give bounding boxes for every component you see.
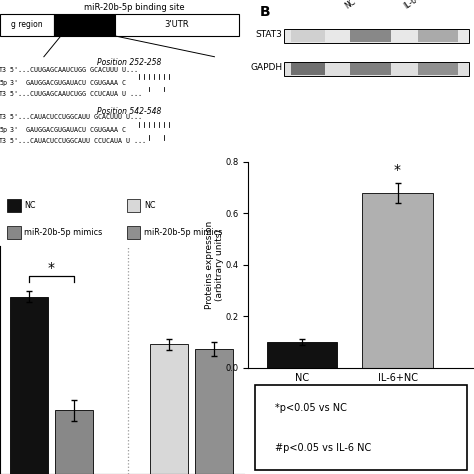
Text: GAPDH: GAPDH bbox=[250, 63, 282, 72]
Bar bbox=[291, 30, 325, 42]
Bar bbox=[127, 226, 140, 239]
Bar bbox=[115, 14, 239, 36]
Text: #p<0.05 vs IL-6 NC: #p<0.05 vs IL-6 NC bbox=[275, 443, 372, 453]
Text: *p<0.05 vs NC: *p<0.05 vs NC bbox=[275, 403, 347, 413]
Bar bbox=[7, 226, 21, 239]
Text: STAT3: STAT3 bbox=[255, 30, 282, 39]
Bar bbox=[7, 199, 21, 212]
Bar bbox=[291, 63, 325, 75]
Bar bbox=[284, 62, 469, 76]
Text: Position 542-548: Position 542-548 bbox=[97, 107, 161, 116]
Text: Position 252-258: Position 252-258 bbox=[97, 58, 161, 67]
Text: T3: T3 bbox=[0, 91, 7, 97]
Text: g region: g region bbox=[11, 20, 43, 29]
Text: 5'...CAUACUCCUGGCAUU GCACUUU U...: 5'...CAUACUCCUGGCAUU GCACUUU U... bbox=[10, 114, 142, 120]
Text: miR-20b-5p binding site: miR-20b-5p binding site bbox=[84, 3, 184, 12]
Text: 3'  GAUGGACGUGAUACU CGUGAAA C: 3' GAUGGACGUGAUACU CGUGAAA C bbox=[10, 80, 126, 86]
Bar bbox=[418, 63, 458, 75]
Text: 3'UTR: 3'UTR bbox=[164, 20, 189, 29]
Text: *: * bbox=[394, 163, 401, 177]
Bar bbox=[10, 297, 48, 474]
Text: miR-20b-5p mimics: miR-20b-5p mimics bbox=[144, 228, 222, 237]
Bar bbox=[418, 30, 458, 42]
Bar bbox=[150, 344, 188, 474]
Text: *: * bbox=[48, 261, 55, 275]
Text: NC: NC bbox=[24, 201, 36, 210]
Text: IL-6+NC: IL-6+NC bbox=[402, 0, 433, 10]
Bar bbox=[0, 14, 54, 36]
Text: NC: NC bbox=[144, 201, 155, 210]
Text: 5p: 5p bbox=[0, 80, 7, 86]
Bar bbox=[54, 14, 115, 36]
Bar bbox=[267, 342, 337, 368]
Text: NC: NC bbox=[343, 0, 357, 10]
Text: 5'...CUUGAGCAAUCUGG GCACUUU U...: 5'...CUUGAGCAAUCUGG GCACUUU U... bbox=[10, 67, 138, 73]
Bar bbox=[350, 63, 391, 75]
Text: 5'...CAUACUCCUGGCAUU CCUCAUA U ...: 5'...CAUACUCCUGGCAUU CCUCAUA U ... bbox=[10, 138, 146, 145]
Text: 3'  GAUGGACGUGAUACU CGUGAAA C: 3' GAUGGACGUGAUACU CGUGAAA C bbox=[10, 128, 126, 133]
Text: 5'...CUUGAGCAAUCUGG CCUCAUA U ...: 5'...CUUGAGCAAUCUGG CCUCAUA U ... bbox=[10, 91, 142, 97]
Bar bbox=[55, 410, 93, 474]
X-axis label: STAT3: STAT3 bbox=[342, 387, 380, 397]
Bar bbox=[127, 199, 140, 212]
Text: B: B bbox=[260, 4, 270, 18]
Bar bbox=[195, 349, 233, 474]
Bar bbox=[350, 30, 391, 42]
Text: miR-20b-5p mimics: miR-20b-5p mimics bbox=[24, 228, 102, 237]
Y-axis label: Proteins expression
(arbitrary units): Proteins expression (arbitrary units) bbox=[205, 221, 224, 309]
Text: T3: T3 bbox=[0, 67, 7, 73]
Bar bbox=[284, 28, 469, 43]
Bar bbox=[363, 193, 433, 368]
Text: T3: T3 bbox=[0, 114, 7, 120]
FancyBboxPatch shape bbox=[255, 385, 467, 470]
Text: T3: T3 bbox=[0, 138, 7, 145]
Text: 5p: 5p bbox=[0, 128, 7, 133]
